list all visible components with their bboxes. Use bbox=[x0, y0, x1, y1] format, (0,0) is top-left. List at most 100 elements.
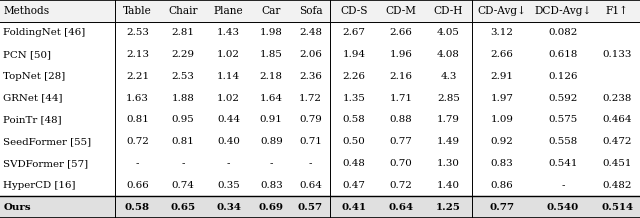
Text: HyperCD [16]: HyperCD [16] bbox=[3, 181, 76, 190]
Text: 2.13: 2.13 bbox=[126, 50, 149, 59]
Text: FoldingNet [46]: FoldingNet [46] bbox=[3, 28, 86, 37]
Text: CD-S: CD-S bbox=[340, 6, 367, 16]
Text: Ours: Ours bbox=[3, 203, 31, 212]
Text: 2.85: 2.85 bbox=[437, 94, 460, 103]
Text: 0.575: 0.575 bbox=[548, 115, 577, 124]
Text: 2.53: 2.53 bbox=[126, 28, 149, 37]
Text: SeedFormer [55]: SeedFormer [55] bbox=[3, 137, 92, 146]
Text: 0.77: 0.77 bbox=[489, 203, 515, 212]
Text: 1.49: 1.49 bbox=[437, 137, 460, 146]
Text: 0.558: 0.558 bbox=[548, 137, 577, 146]
Text: 3.12: 3.12 bbox=[490, 28, 513, 37]
Text: 0.514: 0.514 bbox=[601, 203, 633, 212]
Text: 0.88: 0.88 bbox=[390, 115, 412, 124]
Text: 1.72: 1.72 bbox=[299, 94, 322, 103]
Text: 0.238: 0.238 bbox=[602, 94, 632, 103]
Text: 1.25: 1.25 bbox=[436, 203, 461, 212]
Text: 1.43: 1.43 bbox=[217, 28, 240, 37]
Text: 0.79: 0.79 bbox=[299, 115, 322, 124]
Text: -: - bbox=[269, 159, 273, 168]
Text: 2.66: 2.66 bbox=[390, 28, 413, 37]
Text: -: - bbox=[136, 159, 140, 168]
Text: 0.35: 0.35 bbox=[218, 181, 240, 190]
Text: 0.48: 0.48 bbox=[342, 159, 365, 168]
Text: 0.133: 0.133 bbox=[602, 50, 632, 59]
Text: 0.541: 0.541 bbox=[548, 159, 578, 168]
Text: 0.74: 0.74 bbox=[172, 181, 195, 190]
Text: 1.63: 1.63 bbox=[126, 94, 149, 103]
Text: PCN [50]: PCN [50] bbox=[3, 50, 51, 59]
Text: 1.02: 1.02 bbox=[217, 94, 240, 103]
Text: 0.58: 0.58 bbox=[125, 203, 150, 212]
Text: 0.592: 0.592 bbox=[548, 94, 577, 103]
Text: 0.92: 0.92 bbox=[490, 137, 513, 146]
Text: 1.85: 1.85 bbox=[260, 50, 283, 59]
Text: 0.66: 0.66 bbox=[126, 181, 149, 190]
Bar bbox=[0, 0, 640, 22]
Text: 1.02: 1.02 bbox=[217, 50, 240, 59]
Text: SVDFormer [57]: SVDFormer [57] bbox=[3, 159, 88, 168]
Text: 2.48: 2.48 bbox=[299, 28, 322, 37]
Text: 1.79: 1.79 bbox=[437, 115, 460, 124]
Text: 0.91: 0.91 bbox=[260, 115, 283, 124]
Text: 1.64: 1.64 bbox=[260, 94, 283, 103]
Text: 0.082: 0.082 bbox=[548, 28, 577, 37]
Text: 0.64: 0.64 bbox=[299, 181, 322, 190]
Text: 0.81: 0.81 bbox=[126, 115, 149, 124]
Text: 0.64: 0.64 bbox=[388, 203, 413, 212]
Text: Chair: Chair bbox=[168, 6, 198, 16]
Text: 0.126: 0.126 bbox=[548, 72, 578, 81]
Text: 4.3: 4.3 bbox=[440, 72, 456, 81]
Text: 0.72: 0.72 bbox=[126, 137, 149, 146]
Text: -: - bbox=[181, 159, 185, 168]
Text: 0.81: 0.81 bbox=[172, 137, 195, 146]
Text: 2.91: 2.91 bbox=[490, 72, 513, 81]
Text: 2.18: 2.18 bbox=[260, 72, 283, 81]
Text: 0.57: 0.57 bbox=[298, 203, 323, 212]
Text: 0.472: 0.472 bbox=[602, 137, 632, 146]
Text: Table: Table bbox=[123, 6, 152, 16]
Text: 1.14: 1.14 bbox=[217, 72, 240, 81]
Text: -: - bbox=[561, 181, 564, 190]
Text: 2.67: 2.67 bbox=[342, 28, 365, 37]
Text: 0.69: 0.69 bbox=[259, 203, 284, 212]
Text: 4.05: 4.05 bbox=[437, 28, 460, 37]
Text: Sofa: Sofa bbox=[299, 6, 323, 16]
Text: Plane: Plane bbox=[214, 6, 244, 16]
Text: CD-Avg↓: CD-Avg↓ bbox=[477, 6, 526, 16]
Text: 2.66: 2.66 bbox=[490, 50, 513, 59]
Text: 0.482: 0.482 bbox=[602, 181, 632, 190]
Text: 1.97: 1.97 bbox=[490, 94, 513, 103]
Text: 2.36: 2.36 bbox=[299, 72, 322, 81]
Text: 1.40: 1.40 bbox=[437, 181, 460, 190]
Text: 0.540: 0.540 bbox=[547, 203, 579, 212]
Text: 0.464: 0.464 bbox=[602, 115, 632, 124]
Text: 0.77: 0.77 bbox=[390, 137, 412, 146]
Text: TopNet [28]: TopNet [28] bbox=[3, 72, 65, 81]
Text: 0.65: 0.65 bbox=[170, 203, 195, 212]
Text: 2.53: 2.53 bbox=[172, 72, 195, 81]
Text: 2.26: 2.26 bbox=[342, 72, 365, 81]
Text: 4.08: 4.08 bbox=[437, 50, 460, 59]
Text: Methods: Methods bbox=[3, 6, 49, 16]
Text: 0.50: 0.50 bbox=[342, 137, 365, 146]
Text: -: - bbox=[308, 159, 312, 168]
Text: 1.94: 1.94 bbox=[342, 50, 365, 59]
Text: 0.451: 0.451 bbox=[602, 159, 632, 168]
Text: 0.72: 0.72 bbox=[390, 181, 413, 190]
Text: 0.47: 0.47 bbox=[342, 181, 365, 190]
Text: 0.34: 0.34 bbox=[216, 203, 241, 212]
Text: 1.09: 1.09 bbox=[490, 115, 513, 124]
Text: PoinTr [48]: PoinTr [48] bbox=[3, 115, 62, 124]
Text: Car: Car bbox=[262, 6, 281, 16]
Text: 0.89: 0.89 bbox=[260, 137, 283, 146]
Text: 1.35: 1.35 bbox=[342, 94, 365, 103]
Text: 1.96: 1.96 bbox=[390, 50, 413, 59]
Text: 0.86: 0.86 bbox=[490, 181, 513, 190]
Text: 2.29: 2.29 bbox=[172, 50, 195, 59]
Text: 1.71: 1.71 bbox=[390, 94, 413, 103]
Text: 2.06: 2.06 bbox=[299, 50, 322, 59]
Text: 2.16: 2.16 bbox=[390, 72, 413, 81]
Text: 0.44: 0.44 bbox=[217, 115, 240, 124]
Text: 0.58: 0.58 bbox=[342, 115, 365, 124]
